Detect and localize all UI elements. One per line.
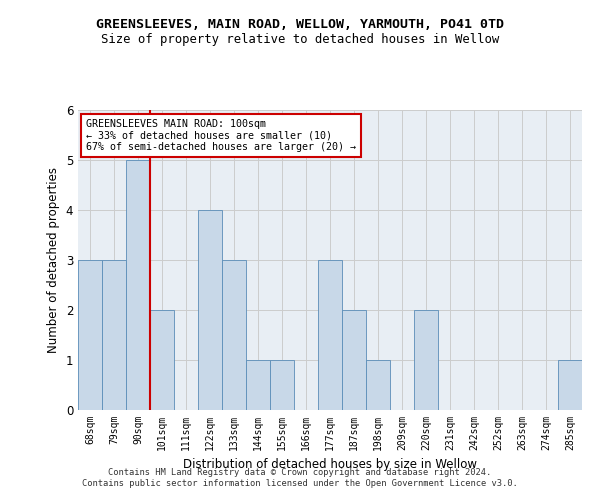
Bar [246, 360, 270, 410]
Text: Contains HM Land Registry data © Crown copyright and database right 2024.
Contai: Contains HM Land Registry data © Crown c… [82, 468, 518, 487]
Text: Size of property relative to detached houses in Wellow: Size of property relative to detached ho… [101, 32, 499, 46]
Bar [270, 360, 294, 410]
Bar [414, 310, 438, 410]
Bar [318, 260, 342, 410]
Bar [126, 160, 150, 410]
Bar [198, 210, 222, 410]
Bar [150, 310, 174, 410]
Bar [366, 360, 390, 410]
Text: GREENSLEEVES MAIN ROAD: 100sqm
← 33% of detached houses are smaller (10)
67% of : GREENSLEEVES MAIN ROAD: 100sqm ← 33% of … [86, 119, 356, 152]
Bar [222, 260, 246, 410]
Bar [102, 260, 126, 410]
Bar [78, 260, 102, 410]
Text: GREENSLEEVES, MAIN ROAD, WELLOW, YARMOUTH, PO41 0TD: GREENSLEEVES, MAIN ROAD, WELLOW, YARMOUT… [96, 18, 504, 30]
Y-axis label: Number of detached properties: Number of detached properties [47, 167, 60, 353]
Bar [342, 310, 366, 410]
Bar [558, 360, 582, 410]
X-axis label: Distribution of detached houses by size in Wellow: Distribution of detached houses by size … [183, 458, 477, 471]
